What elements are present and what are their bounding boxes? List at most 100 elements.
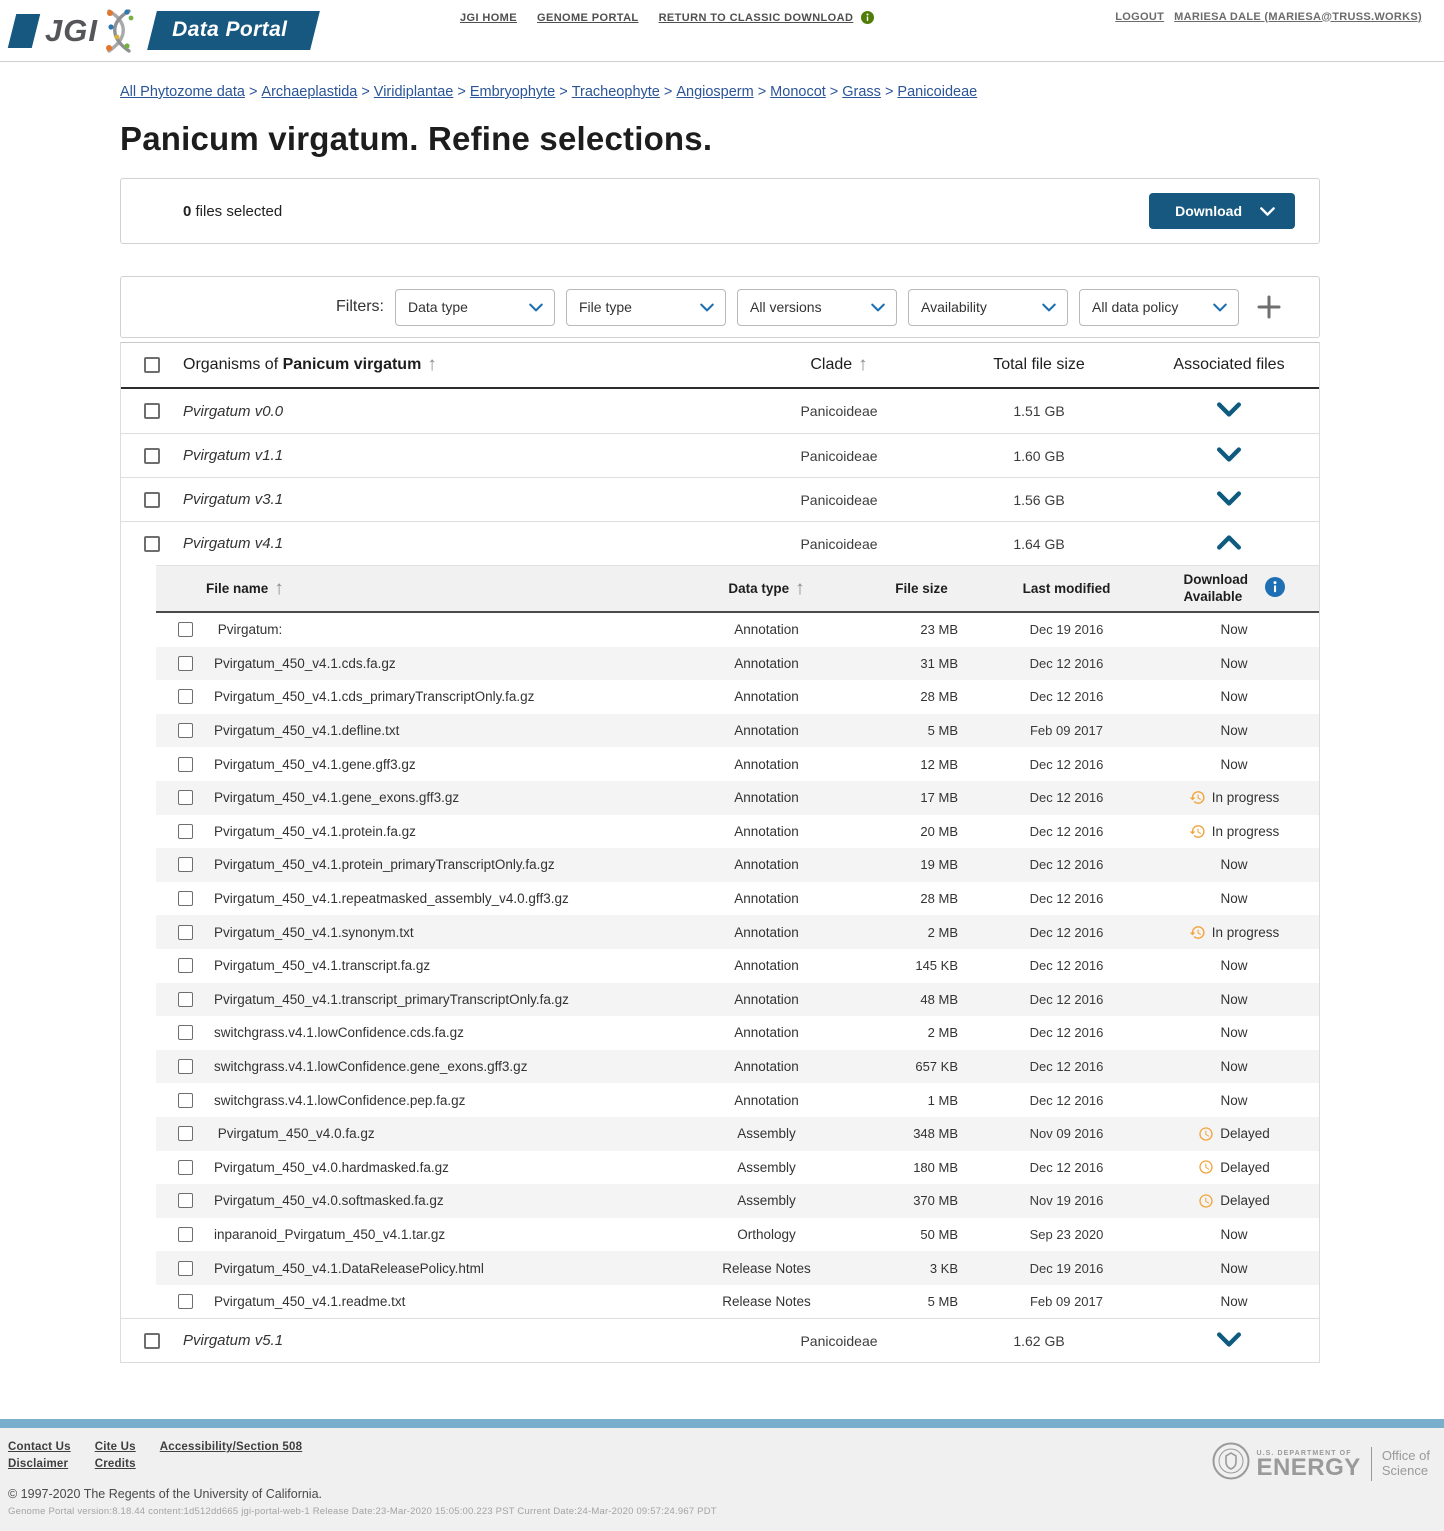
organism-name: Pvirgatum v1.1 [183,447,284,464]
file-data-type: Assembly [737,1126,796,1142]
nav-link-genome-portal[interactable]: GENOME PORTAL [537,11,639,24]
sort-arrow-icon[interactable]: ↑ [427,354,437,375]
logout-link[interactable]: LOGOUT [1115,10,1165,23]
nav-link-return-to-classic-download[interactable]: RETURN TO CLASSIC DOWNLOAD [658,11,854,24]
sort-arrow-icon[interactable]: ↑ [274,577,284,599]
expand-row-button[interactable] [1139,1332,1319,1350]
organism-checkbox[interactable] [144,403,160,419]
doe-divider [1370,1446,1372,1481]
file-row: Pvirgatum_450_v4.0.hardmasked.fa.gz Assem… [156,1151,1319,1185]
breadcrumb-link[interactable]: Panicoideae [897,84,978,100]
breadcrumb-link[interactable]: Angiosperm [676,84,754,100]
file-checkbox[interactable] [177,655,193,671]
breadcrumb-link[interactable]: Monocot [770,84,826,100]
file-checkbox[interactable] [177,622,193,638]
clade-column-header[interactable]: Clade ↑ [810,354,868,375]
file-checkbox[interactable] [177,1059,193,1075]
doe-text: U.S. DEPARTMENT OF ENERGY [1256,1450,1360,1479]
expand-row-button[interactable] [1139,402,1319,420]
file-download-status: In progress [1149,789,1319,806]
download-button[interactable]: Download [1149,193,1295,229]
file-checkbox[interactable] [177,790,193,806]
footer-link-credits[interactable]: Credits [94,1458,136,1471]
footer-link-accessibility-section-508[interactable]: Accessibility/Section 508 [159,1441,303,1454]
filter-dropdown-all-data-policy[interactable]: All data policy [1079,288,1239,326]
file-download-status: Now [1149,757,1319,772]
file-download-status: In progress [1149,823,1319,840]
file-checkbox[interactable] [177,723,193,739]
file-row: switchgrass.v4.1.lowConfidence.cds.fa.gz… [156,1016,1319,1050]
file-checkbox[interactable] [177,823,193,839]
file-checkbox[interactable] [177,991,193,1007]
organism-clade: Panicoideae [800,447,878,464]
organism-row: Pvirgatum v3.1 Panicoideae 1.56 GB [121,477,1319,521]
expand-row-button[interactable] [1139,446,1319,465]
file-data-type: Annotation [734,924,799,940]
file-data-type: Annotation [734,891,799,907]
nav-link-jgi-home[interactable]: JGI HOME [460,11,517,24]
file-download-status: Now [1149,689,1319,704]
filter-dropdown-file-type[interactable]: File type [566,288,726,326]
file-checkbox[interactable] [177,1226,193,1242]
file-checkbox[interactable] [177,1092,193,1108]
user-account-link[interactable]: MARIESA DALE (MARIESA@TRUSS.WORKS) [1174,10,1422,23]
filter-dropdown-all-versions[interactable]: All versions [737,288,897,326]
organisms-column-header[interactable]: Organisms of Panicum virgatum ↑ [183,354,739,376]
chevron-down-icon [1213,299,1227,315]
file-download-status: In progress [1149,924,1319,941]
collapse-row-button[interactable] [1139,534,1319,553]
filter-dropdown-data-type[interactable]: Data type [395,288,555,326]
file-name-column-header[interactable]: File name ↑ [206,577,284,599]
info-icon[interactable] [1264,577,1285,600]
file-download-status: Delayed [1149,1159,1319,1175]
footer-link-cite-us[interactable]: Cite Us [94,1441,136,1454]
footer-link-disclaimer[interactable]: Disclaimer [8,1458,69,1471]
file-name: switchgrass.v4.1.lowConfidence.pep.fa.gz [214,1092,466,1108]
file-checkbox[interactable] [177,756,193,772]
sort-arrow-icon[interactable]: ↑ [795,577,805,599]
file-checkbox[interactable] [177,1159,193,1175]
jgi-flag-shape [7,13,41,48]
organism-checkbox[interactable] [144,1332,160,1349]
select-all-checkbox[interactable] [144,357,160,373]
chevron-down-icon [1217,402,1241,420]
breadcrumb-link[interactable]: Embryophyte [469,84,556,100]
file-checkbox[interactable] [177,1260,193,1276]
file-last-modified: Nov 19 2016 [1029,1193,1104,1209]
breadcrumb-link[interactable]: Viridiplantae [373,84,454,100]
file-table-body: Pvirgatum: Annotation 23 MB Dec 19 2016 Now P… [156,613,1319,1318]
file-checkbox[interactable] [177,1025,193,1041]
file-table: File name ↑ Data type ↑ File size Last mod… [156,565,1319,1318]
organism-row: Pvirgatum v0.0 Panicoideae 1.51 GB [121,389,1319,433]
total-file-size-column-header: Total file size [993,356,1085,373]
filter-dropdown-availability[interactable]: Availability [908,288,1068,326]
organism-checkbox[interactable] [144,447,160,464]
file-row: Pvirgatum_450_v4.0.softmasked.fa.gz Assem… [156,1184,1319,1218]
breadcrumb-link[interactable]: All Phytozome data [120,84,245,100]
add-filter-button[interactable] [1256,294,1282,320]
file-checkbox[interactable] [177,1193,193,1209]
file-download-status: Now [1149,1093,1319,1108]
dropdown-value: File type [579,299,632,315]
organism-checkbox[interactable] [144,491,160,508]
file-checkbox[interactable] [177,1126,193,1142]
doe-office-label: Office of Science [1381,1448,1430,1478]
breadcrumb-link[interactable]: Tracheophyte [571,84,660,100]
sort-arrow-icon[interactable]: ↑ [858,354,868,375]
file-data-type: Assembly [737,1193,796,1209]
breadcrumb-link[interactable]: Archaeplastida [261,84,358,100]
footer-link-contact-us[interactable]: Contact Us [8,1441,71,1454]
dna-helix-icon [102,8,136,54]
expand-row-button[interactable] [1139,490,1319,509]
organism-checkbox[interactable] [144,535,160,552]
file-checkbox[interactable] [177,891,193,907]
file-checkbox[interactable] [177,1294,193,1310]
file-checkbox[interactable] [177,689,193,705]
file-checkbox[interactable] [177,958,193,974]
file-name: Pvirgatum_450_v4.1.defline.txt [214,723,400,739]
data-type-column-header[interactable]: Data type ↑ [728,577,805,599]
file-checkbox[interactable] [177,924,193,940]
breadcrumb-link[interactable]: Grass [842,84,881,100]
file-checkbox[interactable] [177,857,193,873]
file-download-status: Now [1149,622,1319,637]
